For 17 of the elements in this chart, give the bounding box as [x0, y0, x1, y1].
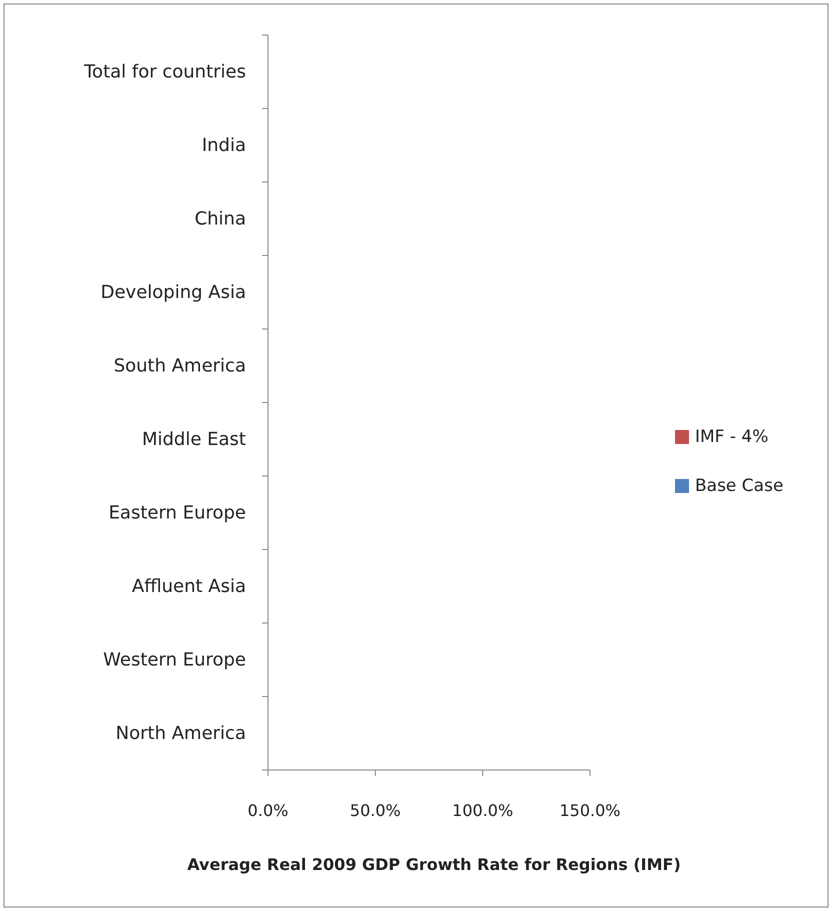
y-tick-label: Western Europe: [103, 649, 246, 670]
legend-label: Base Case: [695, 476, 784, 496]
y-tick-label: North America: [116, 722, 246, 744]
x-tick-label: 100.0%: [452, 801, 514, 820]
y-tick-label: South America: [114, 355, 246, 376]
x-tick-label: 0.0%: [248, 801, 288, 820]
legend-label: IMF - 4%: [695, 427, 768, 447]
y-tick-label: China: [194, 208, 246, 230]
y-tick-label: Eastern Europe: [108, 502, 246, 524]
x-tick-label: 50.0%: [350, 801, 401, 820]
y-tick-label: Affluent Asia: [132, 576, 246, 597]
y-tick-label: Middle East: [142, 428, 246, 450]
y-tick-label: Total for countries: [83, 61, 246, 82]
x-axis-title: Average Real 2009 GDP Growth Rate for Regions (IMF): [187, 855, 681, 874]
x-tick-label: 150.0%: [559, 801, 621, 820]
y-tick-label: Developing Asia: [100, 282, 246, 303]
y-tick-label: India: [202, 134, 246, 156]
